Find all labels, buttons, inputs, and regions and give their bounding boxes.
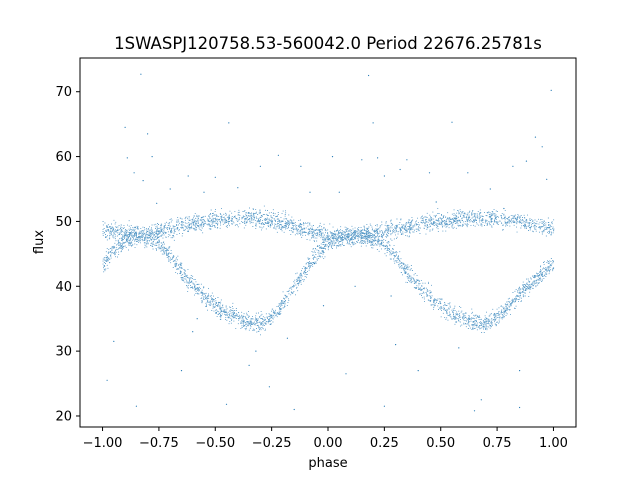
scatter-point (322, 305, 325, 307)
scatter-point (417, 370, 419, 372)
scatter-point (525, 160, 528, 162)
y-axis: 20 30 40 50 60 70 (55, 85, 80, 424)
scatter-point (428, 172, 431, 174)
scatter-point (467, 172, 469, 174)
scatter-point (248, 364, 250, 366)
scatter-point (354, 285, 356, 287)
scatter-point (406, 159, 408, 161)
scatter-point (503, 207, 505, 210)
scatter-point (140, 73, 142, 75)
scatter-point (156, 202, 158, 204)
scatter-point (268, 386, 270, 388)
scatter-point (147, 133, 149, 135)
scatter-point (345, 373, 347, 375)
x-tick-label: 0.00 (314, 436, 343, 451)
y-tick-label: 50 (55, 215, 72, 230)
scatter-point (135, 405, 137, 407)
scatter-point (377, 157, 379, 159)
x-axis: −1.00 −0.75 −0.50 −0.25 0.00 0.25 0.50 0.75 1.00 (83, 427, 568, 451)
y-tick-label: 40 (55, 280, 72, 295)
x-tick-label: 0.25 (370, 436, 399, 451)
scatter-point (512, 165, 514, 167)
x-axis-label: phase (308, 456, 347, 471)
scatter-point (196, 318, 198, 320)
scatter-point (237, 187, 239, 189)
scatter-point (519, 370, 521, 372)
scatter-point (338, 191, 340, 193)
scatter-point (541, 146, 543, 148)
scatter-point (361, 159, 363, 161)
y-axis-label: flux (32, 230, 47, 254)
scatter-point (519, 406, 521, 409)
scatter-point (368, 74, 370, 77)
scatter-point (331, 156, 334, 158)
y-tick-label: 30 (55, 345, 72, 360)
scatter-point (228, 122, 230, 124)
x-tick-label: 1.00 (539, 436, 568, 451)
scatter-point (451, 121, 453, 123)
scatter-point (187, 175, 189, 177)
scatter-point (180, 370, 183, 372)
scatter-point (192, 331, 194, 333)
scatter-point (203, 191, 205, 193)
x-tick-label: −0.50 (195, 436, 235, 451)
scatter-point (124, 126, 126, 128)
scatter-point (550, 89, 552, 91)
scatter-point (142, 180, 144, 182)
scatter-point (300, 165, 302, 167)
scatter-point (126, 157, 128, 159)
scatter-point (399, 168, 401, 171)
x-tick-label: 0.50 (426, 436, 455, 451)
scatter-point (313, 263, 316, 265)
scatter-point (473, 410, 476, 412)
y-tick-label: 70 (55, 85, 72, 100)
y-tick-label: 60 (55, 150, 72, 165)
scatter-point (309, 191, 311, 193)
scatter-point (390, 295, 392, 297)
scatter-point (277, 154, 279, 156)
x-tick-label: −1.00 (83, 436, 123, 451)
scatter-point (383, 405, 385, 407)
x-tick-label: −0.75 (139, 436, 179, 451)
y-tick-label: 20 (55, 409, 72, 424)
scatter-point (546, 178, 548, 180)
scatter-point (372, 122, 374, 124)
scatter-point (395, 344, 397, 346)
scatter-points (102, 73, 555, 412)
scatter-point (214, 176, 216, 178)
chart-title: 1SWASPJ120758.53-560042.0 Period 22676.2… (114, 34, 542, 53)
scatter-point (151, 156, 153, 158)
scatter-point (458, 347, 460, 349)
scatter-point (293, 408, 295, 411)
scatter-point (383, 175, 385, 177)
x-tick-label: −0.25 (252, 436, 292, 451)
scatter-point (225, 403, 228, 405)
scatter-point (286, 337, 288, 339)
scatter-point (255, 350, 257, 352)
scatter-point (480, 399, 482, 401)
scatter-point (259, 165, 261, 167)
scatter-point (435, 201, 437, 203)
x-tick-label: 0.75 (483, 436, 512, 451)
scatter-point (169, 188, 171, 190)
scatter-point (534, 136, 537, 138)
scatter-point (113, 340, 115, 342)
scatter-point (106, 379, 108, 381)
scatter-point (489, 188, 491, 190)
scatter-point-cloud (102, 205, 555, 336)
scatter-point (133, 172, 135, 174)
